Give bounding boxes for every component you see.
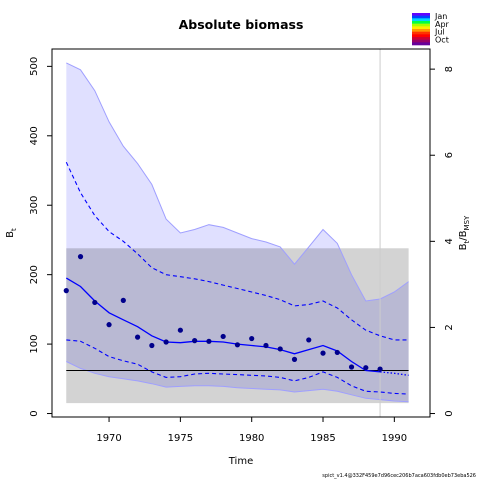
plot-frame bbox=[51, 48, 431, 418]
y2-tick-label: 2 bbox=[444, 324, 455, 330]
observation-point bbox=[92, 299, 98, 306]
x-axis-title: Time bbox=[228, 456, 253, 467]
y2-axis-title-sub1: t bbox=[463, 240, 471, 243]
y2-axis: 0 2 4 6 8 bbox=[430, 66, 455, 417]
y2-tick-label: 4 bbox=[444, 238, 455, 244]
legend-color-swatch bbox=[412, 26, 430, 30]
legend-color-swatch bbox=[412, 23, 430, 27]
observation-point bbox=[149, 342, 155, 349]
observation-point bbox=[177, 327, 183, 333]
legend-color-swatch bbox=[412, 42, 430, 46]
observation-point bbox=[334, 349, 340, 356]
y2-axis-title-main: B bbox=[458, 243, 469, 250]
y-axis-title: Bt bbox=[5, 228, 18, 238]
y2-axis-title-sub2: MSY bbox=[463, 215, 471, 230]
y-axis-title-sub: t bbox=[10, 228, 18, 231]
legend-label: Oct bbox=[435, 35, 449, 44]
y-tick-label: 200 bbox=[29, 265, 40, 284]
observation-point bbox=[306, 337, 312, 343]
legend-color-swatch bbox=[412, 15, 430, 19]
y-axis: 0 100 200 300 400 500 bbox=[29, 57, 52, 417]
observation-point bbox=[348, 364, 355, 370]
y-tick-label: 0 bbox=[29, 410, 40, 416]
legend-color-swatch bbox=[412, 13, 430, 16]
y-tick-label: 500 bbox=[29, 57, 40, 76]
observation-point bbox=[263, 342, 269, 349]
y2-tick-label: 8 bbox=[444, 66, 455, 72]
legend-label: Apr bbox=[435, 20, 450, 29]
legend-color-swatch bbox=[412, 18, 430, 22]
x-tick-label: 1975 bbox=[168, 433, 193, 444]
observation-point bbox=[77, 254, 84, 260]
y2-axis-title: Bt/BMSY bbox=[458, 215, 471, 250]
observation-point bbox=[134, 334, 141, 340]
x-axis: 1970 1975 1980 1985 1990 bbox=[96, 417, 407, 444]
y-axis-title-main: B bbox=[5, 231, 16, 238]
legend-color-swatch bbox=[412, 39, 430, 43]
observation-point bbox=[320, 350, 326, 356]
inner-ci-upper-line bbox=[65, 161, 409, 341]
chart-title: Absolute biomass bbox=[179, 17, 304, 32]
legend-label: Jan bbox=[434, 12, 447, 21]
y-tick-label: 100 bbox=[29, 335, 40, 354]
y2-axis-title-sep: /B bbox=[458, 230, 469, 240]
observation-point bbox=[249, 335, 255, 342]
plot-area bbox=[63, 49, 409, 417]
observation-point bbox=[163, 339, 169, 345]
legend-label: Jul bbox=[434, 28, 445, 37]
legend-color-swatch bbox=[412, 34, 430, 38]
legend-color-swatch bbox=[412, 29, 430, 32]
legend-color-swatch bbox=[412, 31, 430, 35]
y2-tick-label: 0 bbox=[444, 410, 455, 416]
bmsy-ci-band bbox=[66, 248, 409, 404]
version-footnote: spict_v1.4@332F459e7d96cec206b7aca603fdb… bbox=[322, 473, 476, 479]
x-tick-label: 1985 bbox=[310, 433, 335, 444]
biomass-forecast-line bbox=[380, 371, 409, 376]
x-tick-label: 1980 bbox=[239, 433, 264, 444]
observation-point bbox=[377, 366, 383, 372]
observation-point bbox=[63, 288, 69, 294]
outer-ci-upper-line bbox=[66, 62, 409, 302]
legend-color-swatch bbox=[412, 37, 430, 40]
outer-ci-lower-line bbox=[66, 361, 409, 403]
observation-point bbox=[363, 365, 369, 371]
observation-point bbox=[120, 297, 126, 303]
observation-point bbox=[192, 338, 198, 344]
observation-point bbox=[220, 333, 226, 340]
x-tick-label: 1990 bbox=[382, 433, 407, 444]
observation-point bbox=[206, 338, 212, 344]
y-tick-label: 400 bbox=[29, 126, 40, 145]
biomass-estimate-line bbox=[65, 277, 381, 373]
y2-tick-label: 6 bbox=[444, 152, 455, 158]
observation-point bbox=[291, 356, 298, 362]
legend-color-swatch bbox=[412, 21, 430, 24]
x-tick-label: 1970 bbox=[96, 433, 121, 444]
y-tick-label: 300 bbox=[29, 196, 40, 215]
observation-point bbox=[234, 342, 241, 348]
observation-point bbox=[277, 346, 283, 352]
observation-point bbox=[106, 322, 112, 328]
